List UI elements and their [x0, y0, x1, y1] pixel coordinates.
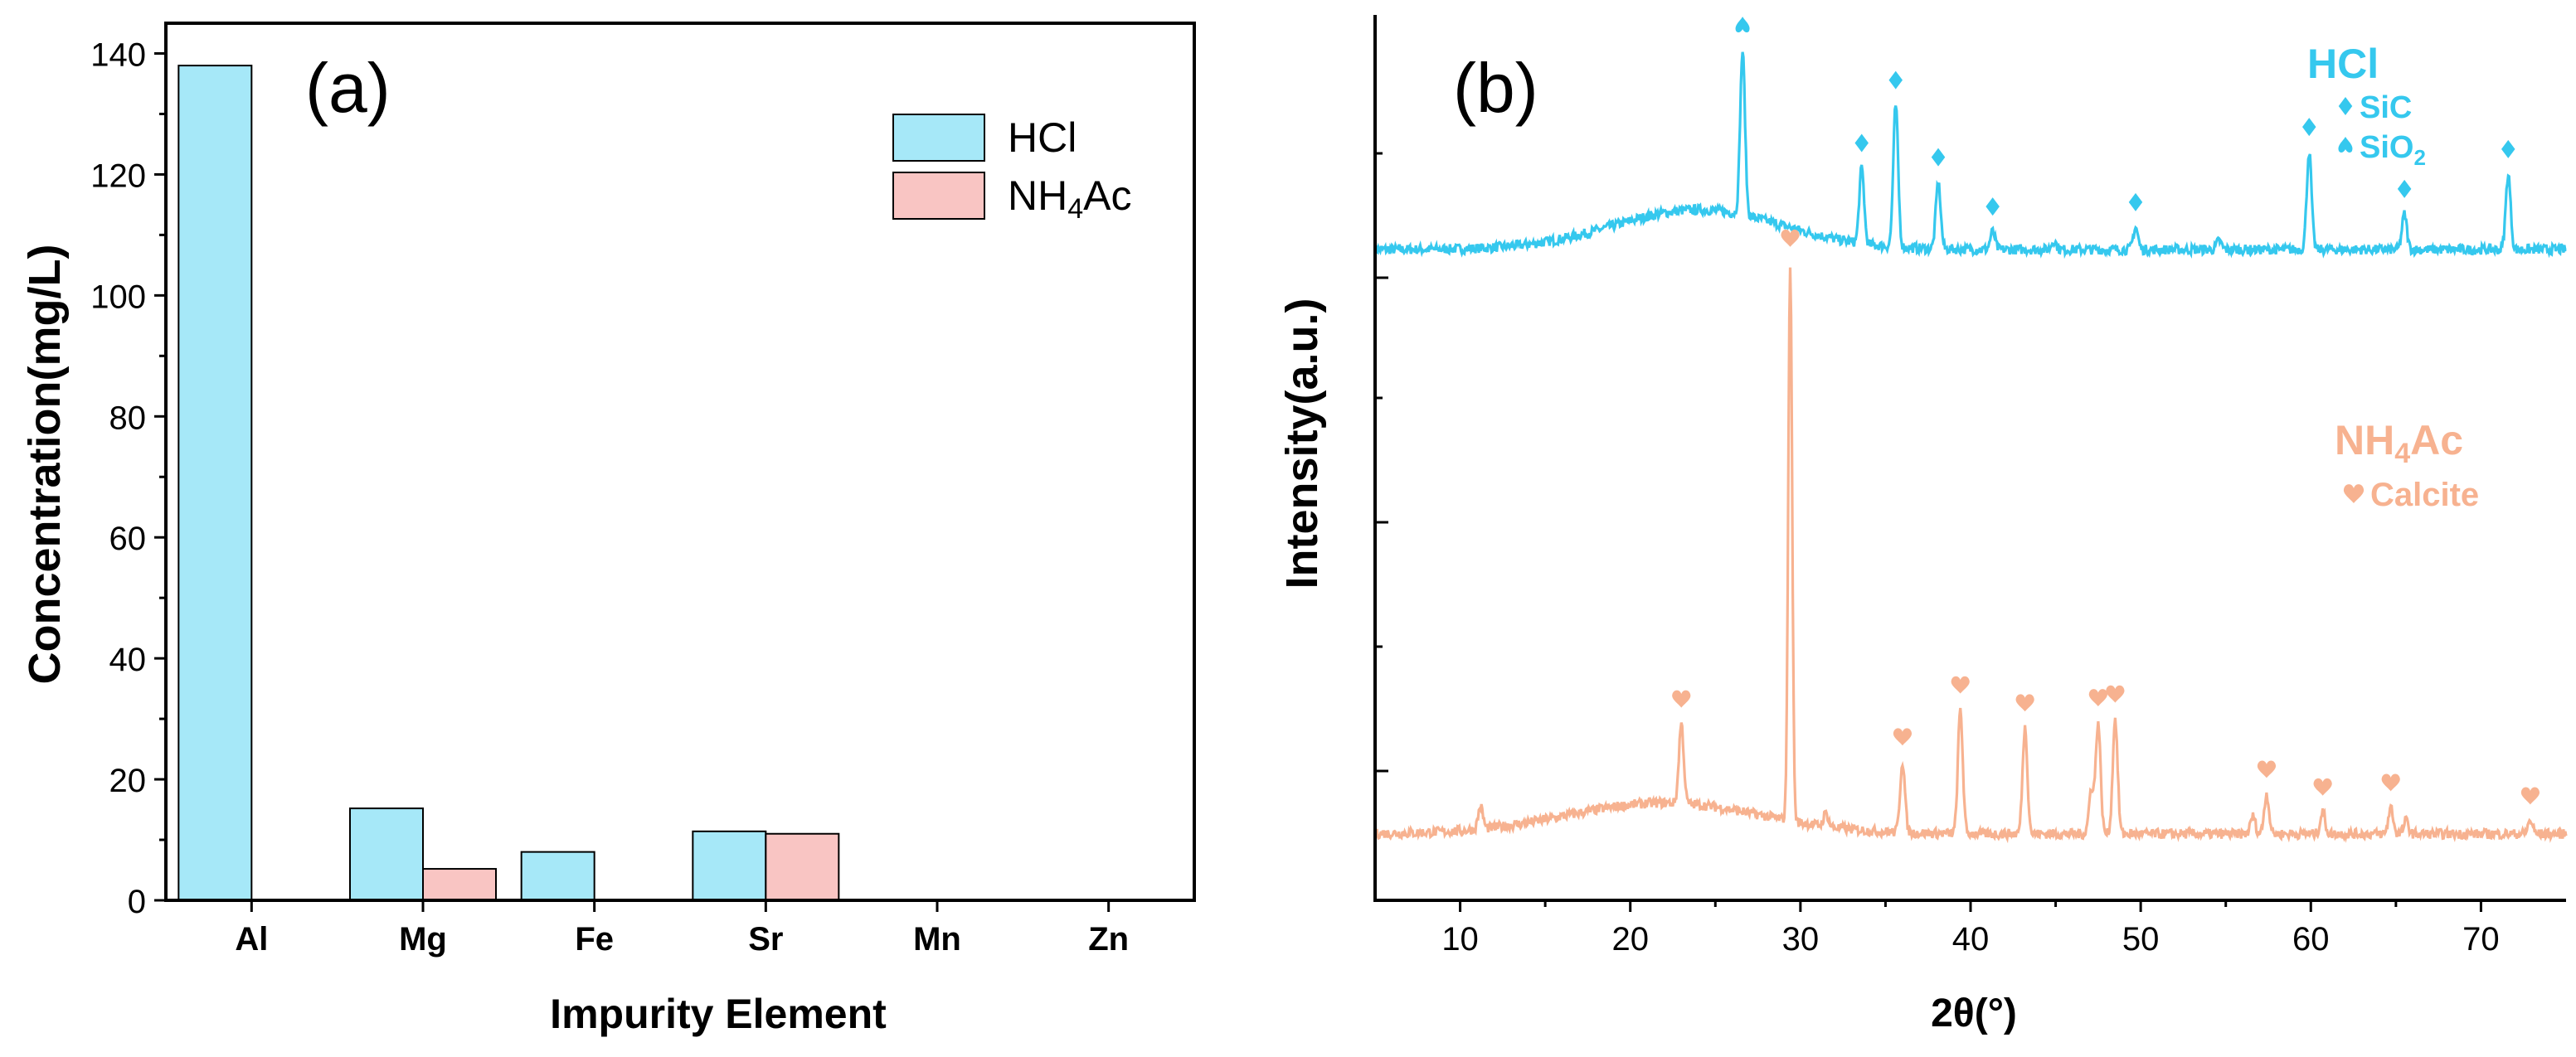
- series-label-hcl: HCl: [2307, 41, 2379, 87]
- x-tick-label: Sr: [748, 921, 783, 958]
- heart-icon: [1893, 728, 1913, 746]
- heart-icon: [2257, 760, 2277, 778]
- diamond-icon: [2301, 118, 2316, 137]
- x-axis-title: Impurity Element: [550, 991, 887, 1037]
- y-tick-label: 40: [109, 642, 147, 678]
- x-axis-ticks: Al Mg Fe Sr Mn Zn: [235, 900, 1129, 958]
- bar-hcl-mg: [349, 807, 424, 901]
- x-tick-label: 60: [2292, 921, 2330, 958]
- bar-hcl-sr: [692, 830, 767, 902]
- bars-layer: [177, 65, 840, 902]
- x-tick-label: Mg: [399, 921, 447, 958]
- x-tick-label: Zn: [1088, 921, 1129, 958]
- legend-label-sio2: SiO2: [2360, 130, 2426, 170]
- y-axis-ticks: 0 20 40 60 80 100 120 140: [90, 36, 166, 920]
- legend-label-nh4ac: NH4Ac: [1008, 172, 1132, 225]
- diamond-icon: [1985, 197, 2000, 216]
- panel-b-axes: [1373, 15, 2566, 902]
- series-line-hcl: [1373, 51, 2567, 259]
- y-tick-label: 20: [109, 763, 147, 799]
- bar-nh4ac-mg: [422, 868, 497, 902]
- y-tick-label: 120: [90, 158, 146, 194]
- panel-b-xrd-chart: 10 20 30 40 50 60 70 (b) 2θ(°) Intensity(a.u.)…: [1277, 15, 2568, 1035]
- bar-hcl-al: [177, 65, 253, 901]
- y-axis-title: Intensity(a.u.): [1277, 298, 1327, 589]
- y-tick-label: 100: [90, 279, 146, 315]
- heart-icon: [2106, 685, 2125, 703]
- series-label-nh4ac: NH4Ac: [2335, 417, 2463, 469]
- diamond-icon: [2128, 192, 2143, 211]
- peak-markers-layer: [1672, 17, 2540, 805]
- x-tick-label: 10: [1441, 921, 1479, 958]
- curves-layer: [1373, 51, 2568, 844]
- x-tick-label: 70: [2462, 921, 2500, 958]
- x-tick-label: Mn: [913, 921, 961, 958]
- legend-swatch-nh4ac: [892, 172, 985, 220]
- y-axis-title: Concentration(mg/L): [20, 245, 70, 685]
- x-tick-label: Fe: [575, 921, 614, 958]
- heart-icon: [1672, 690, 1691, 708]
- diamond-icon: [1888, 70, 1903, 90]
- heart-icon: [2343, 484, 2365, 503]
- series-line-nh4ac: [1373, 267, 2568, 844]
- x-tick-label: Al: [235, 921, 268, 958]
- x-tick-label: 30: [1782, 921, 1820, 958]
- diamond-icon: [1854, 133, 1869, 153]
- legend: HCl NH4Ac: [892, 114, 1132, 225]
- x-tick-label: 20: [1611, 921, 1649, 958]
- y-tick-label: 60: [109, 521, 147, 557]
- heart-icon: [2088, 689, 2107, 707]
- marker-legend-sio2: SiO2: [2338, 130, 2426, 170]
- panel-a-bar-chart: 0 20 40 60 80 100 120 140 Al Mg Fe Sr Mn Zn (a) Impu…: [20, 22, 1196, 1037]
- panel-a-label: (a): [305, 49, 391, 127]
- panel-b-label: (b): [1453, 49, 1538, 127]
- diamond-icon: [2501, 139, 2515, 158]
- legend-item-nh4ac: NH4Ac: [892, 172, 1132, 225]
- panel-a-plot-frame: [164, 22, 1196, 902]
- legend-label-sic: SiC: [2360, 90, 2412, 125]
- heart-icon: [1781, 229, 1800, 247]
- bar-hcl-fe: [520, 851, 595, 901]
- marker-legend-calcite: Calcite: [2343, 477, 2479, 513]
- spade-icon: [1735, 17, 1750, 33]
- x-axis-ticks: 10 20 30 40 50 60 70: [1441, 900, 2500, 958]
- heart-icon: [1951, 676, 1970, 694]
- heart-icon: [2520, 787, 2540, 805]
- diamond-icon: [2397, 179, 2412, 198]
- y-axis-ticks: [1375, 152, 1388, 773]
- heart-icon: [2313, 778, 2332, 796]
- legend-label-calcite: Calcite: [2370, 477, 2479, 513]
- heart-icon: [2015, 694, 2034, 712]
- y-tick-label: 0: [128, 884, 146, 920]
- legend-swatch-hcl: [892, 114, 985, 162]
- legend-item-hcl: HCl: [892, 114, 1077, 162]
- spade-icon: [2338, 137, 2353, 153]
- bar-nh4ac-sr: [765, 832, 840, 901]
- marker-legend-sic: SiC: [2338, 90, 2412, 125]
- x-axis-title: 2θ(°): [1931, 992, 2017, 1035]
- diamond-icon: [1931, 148, 1946, 167]
- x-tick-label: 50: [2122, 921, 2160, 958]
- y-tick-label: 140: [90, 36, 146, 73]
- y-tick-label: 80: [109, 400, 147, 436]
- x-tick-label: 40: [1952, 921, 1990, 958]
- legend-label-hcl: HCl: [1008, 114, 1077, 161]
- diamond-icon: [2338, 97, 2353, 115]
- heart-icon: [2381, 773, 2400, 792]
